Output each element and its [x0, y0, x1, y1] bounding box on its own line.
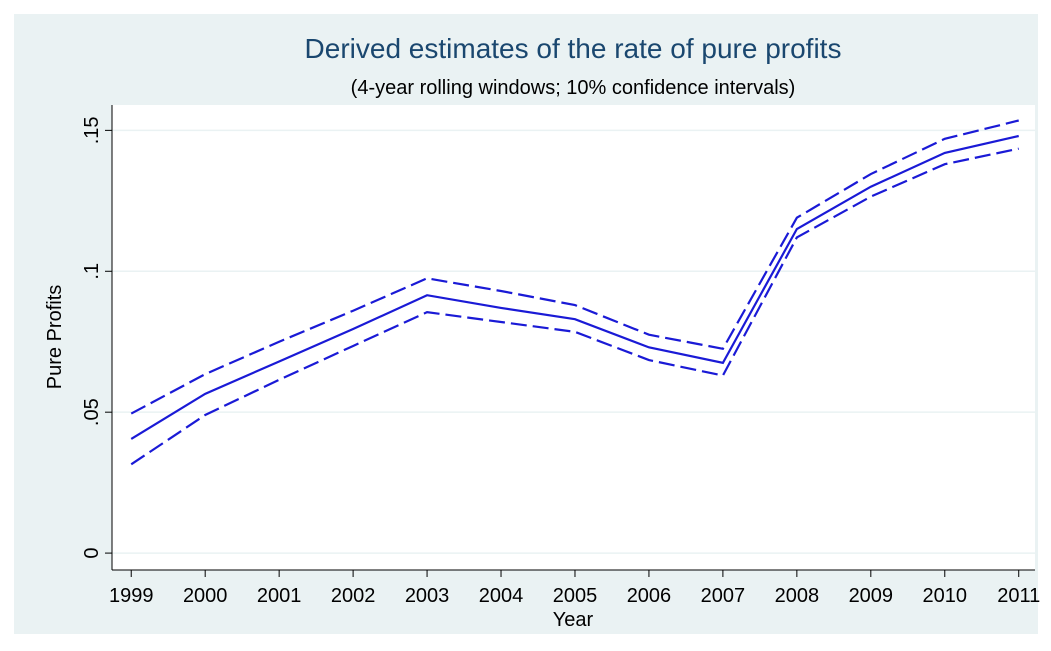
- chart-title: Derived estimates of the rate of pure pr…: [305, 33, 842, 64]
- x-tick-label: 2004: [479, 585, 524, 607]
- x-tick-label: 2003: [405, 585, 450, 607]
- x-tick-label: 2005: [553, 585, 598, 607]
- y-tick-label: .05: [81, 398, 103, 426]
- chart-subtitle: (4-year rolling windows; 10% confidence …: [351, 77, 796, 99]
- x-tick-label: 2002: [331, 585, 376, 607]
- line-series: [130, 134, 1019, 440]
- x-tick-label: 2008: [775, 585, 820, 607]
- x-tick-label: 1999: [109, 585, 154, 607]
- line-series: [130, 119, 1019, 415]
- y-axis-title: Pure Profits: [44, 285, 66, 389]
- x-tick-label: 2006: [627, 585, 672, 607]
- y-tick-label: .15: [81, 116, 103, 144]
- x-tick-label: 2010: [923, 585, 968, 607]
- y-tick-label: .1: [81, 263, 103, 280]
- x-tick-label: 2001: [257, 585, 302, 607]
- x-tick-label: 2000: [183, 585, 228, 607]
- y-tick-label: 0: [81, 548, 103, 559]
- x-tick-label: 2009: [849, 585, 894, 607]
- x-axis-title: Year: [553, 609, 594, 631]
- x-tick-label: 2011: [997, 585, 1040, 607]
- x-tick-label: 2007: [701, 585, 746, 607]
